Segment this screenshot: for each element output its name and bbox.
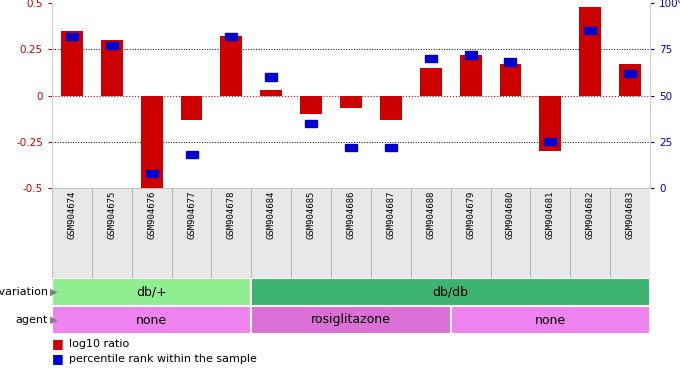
Bar	[539, 96, 561, 151]
Text: GSM904682: GSM904682	[585, 191, 595, 239]
Bar	[186, 151, 197, 159]
Bar	[610, 188, 650, 278]
Text: ■: ■	[52, 353, 64, 366]
Text: ▶: ▶	[50, 287, 58, 297]
Bar	[500, 64, 522, 96]
Bar	[252, 306, 451, 334]
Text: GSM904680: GSM904680	[506, 191, 515, 239]
Bar	[252, 188, 291, 278]
Bar	[52, 278, 252, 306]
Text: GSM904681: GSM904681	[546, 191, 555, 239]
Bar	[619, 64, 641, 96]
Bar	[132, 188, 171, 278]
Text: percentile rank within the sample: percentile rank within the sample	[69, 354, 257, 364]
Text: genotype/variation: genotype/variation	[0, 287, 48, 297]
Bar	[584, 27, 596, 35]
Text: GSM904688: GSM904688	[426, 191, 435, 239]
Bar	[571, 188, 610, 278]
Text: GSM904676: GSM904676	[147, 191, 156, 239]
Text: GSM904687: GSM904687	[386, 191, 395, 239]
Bar	[305, 119, 317, 127]
Bar	[530, 188, 571, 278]
Text: db/db: db/db	[432, 285, 469, 298]
Bar	[464, 51, 477, 58]
Bar	[252, 278, 650, 306]
Text: GSM904683: GSM904683	[626, 191, 634, 239]
Bar	[490, 188, 530, 278]
Bar	[52, 306, 252, 334]
Bar	[66, 33, 78, 40]
Bar	[411, 188, 451, 278]
Text: db/+: db/+	[136, 285, 167, 298]
Bar	[260, 90, 282, 96]
Text: GSM904675: GSM904675	[107, 191, 116, 239]
Bar	[451, 188, 490, 278]
Text: GSM904678: GSM904678	[227, 191, 236, 239]
Text: GSM904677: GSM904677	[187, 191, 196, 239]
Bar	[300, 96, 322, 114]
Text: agent: agent	[16, 315, 48, 325]
Bar	[171, 188, 211, 278]
Bar	[141, 96, 163, 188]
Bar	[380, 96, 402, 119]
Bar	[460, 55, 481, 96]
Text: rosiglitazone: rosiglitazone	[311, 313, 391, 326]
Bar	[425, 55, 437, 62]
Bar	[92, 188, 132, 278]
Bar	[181, 96, 203, 119]
Bar	[451, 306, 650, 334]
Bar	[101, 40, 123, 96]
Text: GSM904686: GSM904686	[347, 191, 356, 239]
Text: ▶: ▶	[50, 315, 58, 325]
Bar	[340, 96, 362, 108]
Text: GSM904674: GSM904674	[67, 191, 76, 239]
Bar	[220, 36, 242, 96]
Bar	[226, 33, 237, 40]
Bar	[291, 188, 331, 278]
Text: ■: ■	[52, 338, 64, 351]
Bar	[52, 188, 92, 278]
Bar	[371, 188, 411, 278]
Bar	[579, 7, 601, 96]
Bar	[265, 73, 277, 81]
Bar	[61, 31, 83, 96]
Bar	[505, 58, 516, 66]
Bar	[106, 42, 118, 49]
Bar	[146, 169, 158, 177]
Bar	[385, 144, 397, 151]
Bar	[345, 144, 357, 151]
Bar	[420, 68, 442, 96]
Text: GSM904685: GSM904685	[307, 191, 316, 239]
Text: none: none	[136, 313, 167, 326]
Text: GSM904679: GSM904679	[466, 191, 475, 239]
Bar	[545, 138, 556, 146]
Text: log10 ratio: log10 ratio	[69, 339, 129, 349]
Bar	[624, 70, 636, 77]
Bar	[331, 188, 371, 278]
Text: none: none	[534, 313, 566, 326]
Text: GSM904684: GSM904684	[267, 191, 276, 239]
Bar	[211, 188, 252, 278]
